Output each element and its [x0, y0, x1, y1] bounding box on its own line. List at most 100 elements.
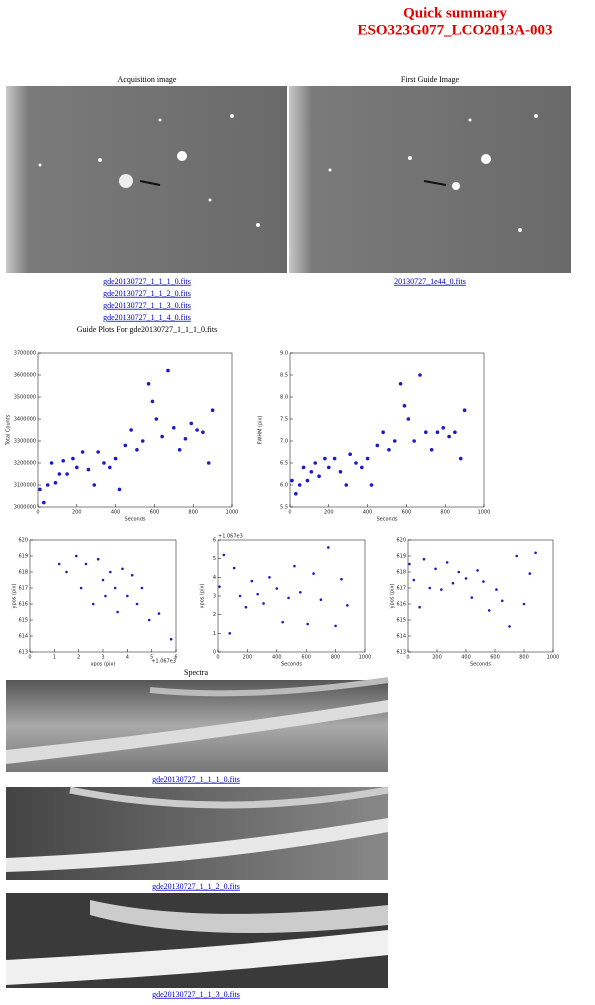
data-point [166, 368, 170, 373]
y-tick-label: 8.5 [280, 373, 288, 379]
y-axis-label: FWHM (pix) [258, 415, 264, 444]
data-point [123, 443, 128, 448]
data-point [294, 492, 298, 496]
y-axis-label: ypos (pix) [390, 584, 396, 609]
y-tick-label: 620 [18, 538, 28, 544]
data-point [80, 450, 85, 454]
data-point [92, 483, 97, 487]
data-point [228, 632, 232, 635]
data-point [160, 434, 164, 439]
data-point [96, 450, 100, 454]
y-tick-label: 619 [396, 554, 406, 560]
data-point [381, 430, 385, 435]
y-tick-label: 2 [213, 612, 216, 618]
file-link[interactable]: gde20130727_1_1_3_0.fits [103, 301, 191, 310]
data-point [354, 461, 358, 465]
data-point [157, 612, 161, 615]
data-point [129, 428, 133, 432]
data-point [107, 465, 112, 470]
data-point [412, 578, 416, 582]
data-point [447, 434, 451, 439]
y-tick-label: 618 [18, 570, 28, 576]
x-tick-label: 4 [126, 655, 129, 661]
file-link[interactable]: gde20130727_1_1_1_0.fits [152, 775, 240, 784]
x-tick-label: 400 [272, 655, 282, 661]
file-link[interactable]: gde20130727_1_1_4_0.fits [103, 313, 191, 322]
file-link[interactable]: 20130727_1e44_0.fits [394, 277, 466, 286]
data-point [326, 546, 330, 549]
x-tick-label: 3 [101, 655, 104, 661]
data-point [306, 622, 309, 626]
data-point [113, 586, 117, 590]
x-tick-label: 800 [519, 655, 529, 661]
data-point [210, 408, 215, 413]
data-point [206, 461, 211, 465]
data-point [398, 382, 403, 386]
x-tick-label: 0 [288, 510, 291, 516]
data-point [309, 470, 314, 474]
file-link[interactable]: gde20130727_1_1_2_0.fits [103, 289, 191, 298]
y-tick-label: 614 [396, 634, 406, 640]
x-tick-label: 0 [28, 655, 31, 661]
data-point [250, 579, 254, 583]
y-tick-label: 613 [18, 650, 28, 656]
data-point [183, 437, 188, 441]
data-point [116, 610, 119, 614]
y-tick-label: 7.0 [280, 439, 288, 445]
data-point [281, 620, 284, 624]
data-point [104, 594, 107, 598]
data-point [418, 373, 422, 377]
data-point [49, 461, 54, 465]
data-point [500, 599, 504, 603]
data-point [299, 590, 302, 594]
file-link[interactable]: gde20130727_1_1_3_0.fits [152, 990, 240, 999]
x-axis-label: Seconds [281, 662, 302, 668]
data-point [408, 562, 411, 566]
x-tick-label: 1000 [478, 510, 491, 516]
x-tick-label: 0 [216, 655, 219, 661]
data-point [327, 465, 331, 470]
y-tick-label: 613 [396, 650, 406, 656]
data-point [256, 592, 259, 596]
data-point [57, 472, 62, 476]
data-point [109, 570, 112, 574]
data-point [435, 430, 440, 435]
x-tick-label: 200 [324, 510, 334, 516]
data-point [528, 572, 532, 575]
data-point [445, 561, 449, 564]
plots-title: Guide Plots For gde20130727_1_1_1_0.fits [77, 325, 217, 334]
y-tick-label: 5 [213, 556, 216, 562]
data-point [169, 637, 173, 641]
data-point [429, 448, 434, 452]
y-tick-label: 6.0 [280, 483, 288, 489]
data-point [172, 426, 176, 430]
data-point [440, 588, 443, 591]
x-tick-label: 800 [188, 510, 198, 516]
y-tick-label: 617 [396, 586, 406, 592]
y-tick-label: 3 [213, 594, 216, 600]
data-point [130, 573, 134, 577]
file-link[interactable]: gde20130727_1_1_2_0.fits [152, 882, 240, 891]
y-tick-label: 3600000 [14, 373, 36, 379]
y-tick-label: 3100000 [14, 483, 36, 489]
x-tick-label: 400 [461, 655, 471, 661]
x-axis-label: Seconds [470, 662, 491, 668]
y-tick-label: 619 [18, 554, 28, 560]
data-point [495, 588, 498, 591]
data-point [387, 448, 391, 452]
data-point [201, 430, 205, 435]
data-point [232, 566, 236, 570]
data-point [402, 404, 407, 408]
data-point [464, 577, 468, 580]
axis-offset: +1.067e3 [151, 659, 176, 665]
spectrum-image [6, 893, 388, 988]
x-tick-label: 6 [174, 655, 177, 661]
y-tick-label: 616 [18, 602, 28, 608]
data-point [147, 618, 151, 622]
data-point [434, 567, 437, 571]
y-tick-label: 618 [396, 570, 406, 576]
data-point [346, 604, 349, 607]
x-tick-label: 400 [111, 510, 121, 516]
file-link[interactable]: gde20130727_1_1_1_0.fits [103, 277, 191, 286]
